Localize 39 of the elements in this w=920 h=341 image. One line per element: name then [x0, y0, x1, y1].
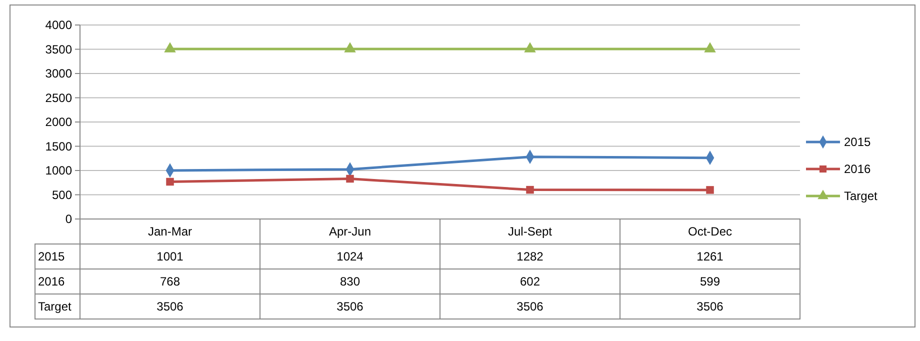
text: 2016 [38, 274, 65, 289]
legend-label: Target [844, 189, 878, 204]
x-tick-label: Oct-Dec [688, 224, 732, 239]
point [526, 186, 534, 194]
x-tick-label: Apr-Jun [328, 224, 372, 239]
data-label: 3506 [696, 300, 724, 314]
y-tick-label: 1500 [45, 139, 72, 154]
data-label: 1024 [336, 250, 364, 264]
point [166, 178, 174, 186]
point [706, 186, 714, 194]
data-label: 3506 [516, 300, 544, 314]
data-label: 599 [700, 274, 720, 289]
y-tick-label: 3500 [45, 42, 72, 56]
y-tick-label: 3000 [45, 66, 72, 81]
x-tick-label: Jan-Mar [148, 224, 192, 239]
y-tick-label: 2500 [45, 90, 72, 105]
x-tick-label: Jul-Sept [508, 224, 553, 239]
point [704, 42, 716, 52]
data-label: 1001 [156, 250, 184, 264]
data-label: 3506 [156, 300, 184, 314]
point [524, 42, 536, 52]
y-tick-label: 500 [52, 188, 72, 202]
text: Target [38, 300, 72, 314]
point [346, 174, 354, 183]
data-label: 830 [340, 274, 360, 289]
data-label: 602 [520, 274, 540, 289]
y-tick-label: 2000 [45, 115, 72, 130]
text: 2015 [38, 250, 65, 264]
data-label: 768 [160, 274, 180, 289]
legend-label: 2015 [844, 135, 872, 150]
data-label: 1282 [516, 250, 544, 264]
point [344, 42, 356, 52]
data-label: 3506 [336, 300, 364, 314]
data-label: 1261 [696, 250, 724, 264]
y-tick-label: 4000 [45, 18, 72, 32]
legend-label: 2016 [844, 162, 872, 176]
y-tick-label: 1000 [45, 164, 72, 178]
point [164, 42, 176, 52]
y-tick-label: 0 [65, 212, 72, 226]
